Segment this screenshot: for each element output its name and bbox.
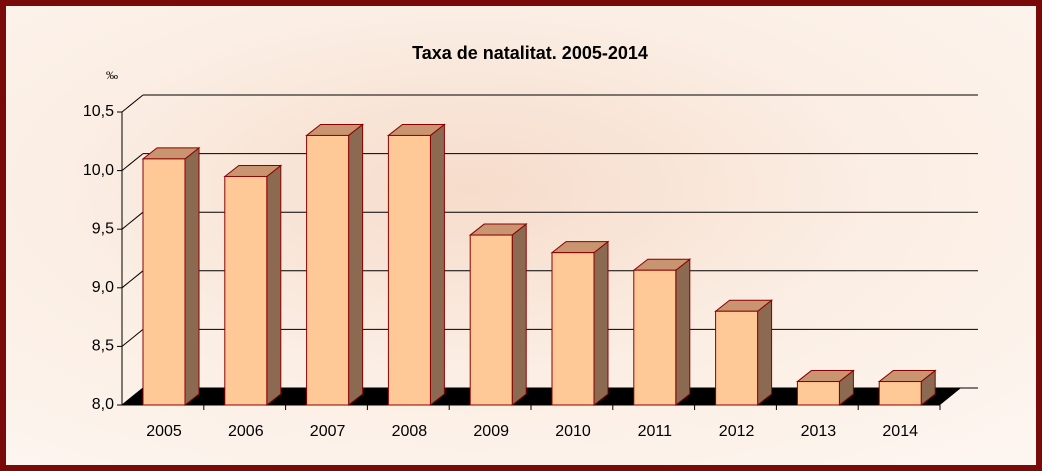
x-tick-label: 2011 xyxy=(638,423,673,440)
bar xyxy=(387,134,431,406)
bar xyxy=(469,234,513,406)
bar-group xyxy=(632,258,692,407)
y-tick-label: 10,0 xyxy=(83,162,114,179)
x-tick-label: 2010 xyxy=(555,423,591,440)
y-tick-label: 9,0 xyxy=(92,279,114,296)
bar-side xyxy=(184,146,200,407)
bar xyxy=(306,134,350,406)
bar xyxy=(224,175,268,406)
bar-side xyxy=(348,123,364,407)
bar xyxy=(878,381,922,406)
grid-side xyxy=(121,387,144,406)
bar xyxy=(796,381,840,406)
y-tick-label: 8,0 xyxy=(92,396,114,413)
bar-group xyxy=(468,223,528,407)
bar-side xyxy=(593,240,609,407)
x-tick-label: 2005 xyxy=(146,423,182,440)
grid-side xyxy=(121,211,144,230)
grid-side xyxy=(121,329,144,347)
bar xyxy=(633,269,677,406)
chart-title: Taxa de natalitat. 2005-2014 xyxy=(412,43,648,63)
bar-side xyxy=(757,299,773,407)
bar-side xyxy=(675,258,691,407)
y-tick-label: 10,5 xyxy=(83,103,114,120)
x-tick-label: 2009 xyxy=(473,423,509,440)
bar-group xyxy=(714,299,774,407)
bar-side xyxy=(266,164,282,407)
grid-side xyxy=(121,153,144,171)
y-tick-label: 9,5 xyxy=(92,220,114,237)
bar-side xyxy=(511,223,527,407)
bar-group xyxy=(550,240,610,407)
bar-group xyxy=(795,369,855,407)
bar-group xyxy=(386,123,446,407)
bar-group xyxy=(305,123,365,407)
bar-group xyxy=(877,369,937,407)
bar-side xyxy=(429,123,445,407)
bar xyxy=(551,252,595,406)
x-tick-label: 2014 xyxy=(882,423,918,440)
x-tick-label: 2008 xyxy=(392,423,428,440)
grid-side xyxy=(121,94,144,113)
bar xyxy=(715,310,759,406)
x-tick-label: 2013 xyxy=(801,423,837,440)
y-unit: ‰ xyxy=(106,68,118,82)
x-tick-label: 2012 xyxy=(719,423,755,440)
y-tick-label: 8,5 xyxy=(92,338,114,355)
bar xyxy=(142,158,186,406)
x-tick-label: 2006 xyxy=(228,423,264,440)
grid-side xyxy=(121,270,144,289)
x-tick-label: 2007 xyxy=(310,423,346,440)
bar-group xyxy=(223,164,283,407)
bar-group xyxy=(141,146,201,407)
